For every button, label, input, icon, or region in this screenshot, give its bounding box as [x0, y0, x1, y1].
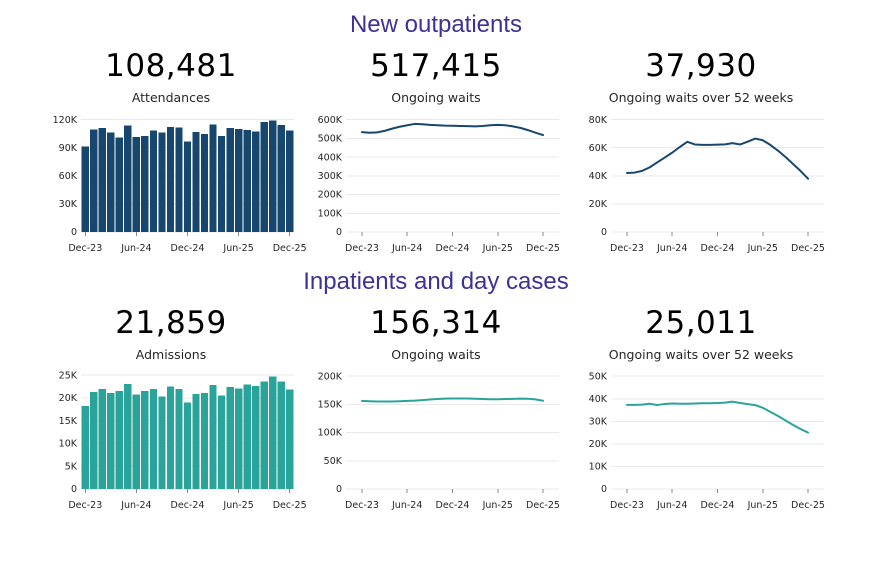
svg-text:0: 0 [71, 227, 77, 238]
svg-text:Dec-23: Dec-23 [610, 243, 644, 254]
svg-text:Jun-25: Jun-25 [747, 243, 778, 254]
svg-text:Jun-25: Jun-25 [222, 243, 253, 254]
svg-text:5K: 5K [65, 461, 78, 472]
attendances-chart-card: 108,481 Attendances 0 30K 60K 90K 120K Dec-23… [43, 42, 307, 257]
admissions-bar-chart: 0 5K 10K 15K 20K 25K Dec-23 Jun-24 Dec-24 Jun-25 D… [59, 370, 307, 511]
svg-text:Jun-25: Jun-25 [482, 243, 513, 254]
chart-row: 21,859 Admissions 0 5K 10K 15K 20K 25K Dec-23 J… [43, 299, 829, 514]
headline-value: 156,314 [370, 305, 502, 341]
svg-text:Dec-24: Dec-24 [436, 243, 470, 254]
svg-text:Jun-25: Jun-25 [222, 500, 253, 511]
outpatient-52wk-waits-line-chart: 0 20K 40K 60K 80K Dec-23 Jun-24 Dec-24 Jun-25 Dec… [589, 115, 825, 254]
dashboard: New outpatients 108,481 Attendances 0 30K… [43, 0, 829, 514]
svg-text:10K: 10K [59, 439, 78, 450]
svg-text:Dec-25: Dec-25 [791, 243, 825, 254]
headline-value: 25,011 [645, 305, 757, 341]
svg-text:Dec-25: Dec-25 [273, 243, 307, 254]
section-title: New outpatients [349, 11, 523, 38]
svg-text:20K: 20K [589, 439, 608, 450]
svg-text:200K: 200K [318, 190, 343, 201]
svg-text:40K: 40K [589, 171, 608, 182]
svg-text:150K: 150K [318, 400, 343, 411]
chart-row: 108,481 Attendances 0 30K 60K 90K 120K Dec-23… [43, 42, 829, 257]
svg-text:Dec-23: Dec-23 [610, 500, 644, 511]
chart-subtitle: Admissions [135, 347, 207, 362]
svg-text:30K: 30K [59, 199, 78, 210]
svg-text:0: 0 [336, 484, 342, 495]
svg-text:Dec-25: Dec-25 [791, 500, 825, 511]
svg-text:Jun-24: Jun-24 [656, 243, 687, 254]
chart-subtitle: Ongoing waits over 52 weeks [608, 90, 794, 105]
svg-text:120K: 120K [53, 115, 78, 126]
svg-text:Dec-24: Dec-24 [701, 243, 735, 254]
svg-text:50K: 50K [324, 456, 343, 467]
svg-text:0: 0 [601, 484, 607, 495]
svg-text:300K: 300K [318, 171, 343, 182]
svg-text:50K: 50K [589, 371, 608, 382]
svg-text:20K: 20K [589, 199, 608, 210]
svg-text:25K: 25K [59, 370, 78, 381]
svg-text:40K: 40K [589, 394, 608, 405]
svg-text:0: 0 [71, 484, 77, 495]
svg-text:Dec-23: Dec-23 [345, 500, 379, 511]
svg-text:Jun-24: Jun-24 [656, 500, 687, 511]
section-new-outpatients: New outpatients 108,481 Attendances 0 30K… [43, 10, 829, 257]
svg-text:Dec-25: Dec-25 [526, 500, 560, 511]
svg-text:0: 0 [336, 227, 342, 238]
headline-value: 21,859 [115, 305, 227, 341]
svg-text:Jun-25: Jun-25 [482, 500, 513, 511]
svg-text:30K: 30K [589, 417, 608, 428]
svg-text:Dec-23: Dec-23 [68, 500, 102, 511]
svg-text:Dec-24: Dec-24 [171, 500, 205, 511]
attendances-bar-chart: 0 30K 60K 90K 120K Dec-23 Jun-24 Dec-24 Jun-25 De… [53, 115, 307, 254]
svg-text:400K: 400K [318, 152, 343, 163]
headline-value: 517,415 [370, 48, 502, 84]
svg-text:Dec-23: Dec-23 [68, 243, 102, 254]
headline-value: 37,930 [645, 48, 757, 84]
svg-text:80K: 80K [589, 115, 608, 126]
svg-text:Dec-24: Dec-24 [436, 500, 470, 511]
svg-text:Jun-24: Jun-24 [391, 500, 422, 511]
svg-text:Dec-24: Dec-24 [701, 500, 735, 511]
svg-text:Dec-25: Dec-25 [526, 243, 560, 254]
outpatient-ongoing-waits-chart-card: 517,415 Ongoing waits 0 100K 200K 300K 400K 5… [308, 42, 564, 257]
svg-text:20K: 20K [59, 393, 78, 404]
section-title: Inpatients and day cases [303, 268, 569, 295]
svg-text:200K: 200K [318, 371, 343, 382]
svg-text:Jun-24: Jun-24 [391, 243, 422, 254]
inpatient-52wk-waits-chart-card: 25,011 Ongoing waits over 52 weeks 0 10K 2… [573, 299, 829, 514]
chart-subtitle: Ongoing waits [391, 347, 481, 362]
svg-text:60K: 60K [59, 171, 78, 182]
outpatient-ongoing-waits-line-chart: 0 100K 200K 300K 400K 500K 600K Dec-23 Jun-24 Dec… [318, 115, 560, 254]
chart-subtitle: Ongoing waits [391, 90, 481, 105]
svg-text:Jun-24: Jun-24 [120, 500, 151, 511]
headline-value: 108,481 [105, 48, 237, 84]
svg-text:Dec-25: Dec-25 [273, 500, 307, 511]
inpatient-ongoing-waits-chart-card: 156,314 Ongoing waits 0 50K 100K 150K 200K De… [308, 299, 564, 514]
svg-text:Jun-25: Jun-25 [747, 500, 778, 511]
svg-text:90K: 90K [59, 143, 78, 154]
svg-text:Dec-23: Dec-23 [345, 243, 379, 254]
svg-text:500K: 500K [318, 134, 343, 145]
chart-subtitle: Attendances [131, 90, 211, 105]
svg-text:60K: 60K [589, 143, 608, 154]
inpatient-ongoing-waits-line-chart: 0 50K 100K 150K 200K Dec-23 Jun-24 Dec-24 Jun-25… [318, 371, 560, 511]
section-inpatients-day-cases: Inpatients and day cases 21,859 Admissio… [43, 267, 829, 514]
svg-text:100K: 100K [318, 209, 343, 220]
svg-text:100K: 100K [318, 428, 343, 439]
svg-text:15K: 15K [59, 416, 78, 427]
svg-text:Dec-24: Dec-24 [171, 243, 205, 254]
chart-subtitle: Ongoing waits over 52 weeks [608, 347, 794, 362]
outpatient-52wk-waits-chart-card: 37,930 Ongoing waits over 52 weeks 0 20K 4… [573, 42, 829, 257]
svg-text:10K: 10K [589, 462, 608, 473]
admissions-chart-card: 21,859 Admissions 0 5K 10K 15K 20K 25K Dec-23 J… [43, 299, 307, 514]
svg-text:600K: 600K [318, 115, 343, 126]
inpatient-52wk-waits-line-chart: 0 10K 20K 30K 40K 50K Dec-23 Jun-24 Dec-24 Jun-25… [589, 371, 825, 511]
svg-text:0: 0 [601, 227, 607, 238]
svg-text:Jun-24: Jun-24 [120, 243, 151, 254]
